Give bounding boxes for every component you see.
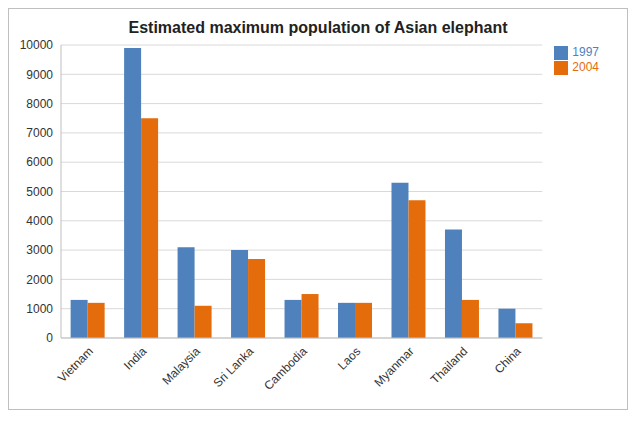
svg-text:Vietnam: Vietnam bbox=[55, 344, 96, 385]
html-text:Estimated maximum population o: Estimated maximum population of Asian el… bbox=[128, 19, 508, 36]
svg-text:0: 0 bbox=[46, 331, 53, 345]
svg-text:Thailand: Thailand bbox=[428, 344, 470, 386]
html-text:1997: 1997 bbox=[572, 45, 599, 59]
svg-text:5000: 5000 bbox=[26, 185, 53, 199]
svg-text:Malaysia: Malaysia bbox=[159, 344, 203, 388]
svg-text:3000: 3000 bbox=[26, 243, 53, 257]
svg-text:China: China bbox=[492, 344, 524, 376]
svg-text:9000: 9000 bbox=[26, 68, 53, 82]
svg-text:Myanmar: Myanmar bbox=[371, 344, 416, 389]
svg-text:6000: 6000 bbox=[26, 155, 53, 169]
html-text:2004: 2004 bbox=[572, 59, 599, 74]
svg-text:India: India bbox=[121, 344, 150, 373]
svg-text:10000: 10000 bbox=[20, 38, 54, 52]
svg-text:2000: 2000 bbox=[26, 273, 53, 287]
svg-text:1000: 1000 bbox=[26, 302, 53, 316]
svg-text:Laos: Laos bbox=[335, 344, 363, 372]
svg-text:7000: 7000 bbox=[26, 126, 53, 140]
svg-text:Cambodia: Cambodia bbox=[261, 344, 310, 393]
svg-text:8000: 8000 bbox=[26, 97, 53, 111]
svg-text:Sri Lanka: Sri Lanka bbox=[211, 344, 257, 390]
svg-text:4000: 4000 bbox=[26, 214, 53, 228]
